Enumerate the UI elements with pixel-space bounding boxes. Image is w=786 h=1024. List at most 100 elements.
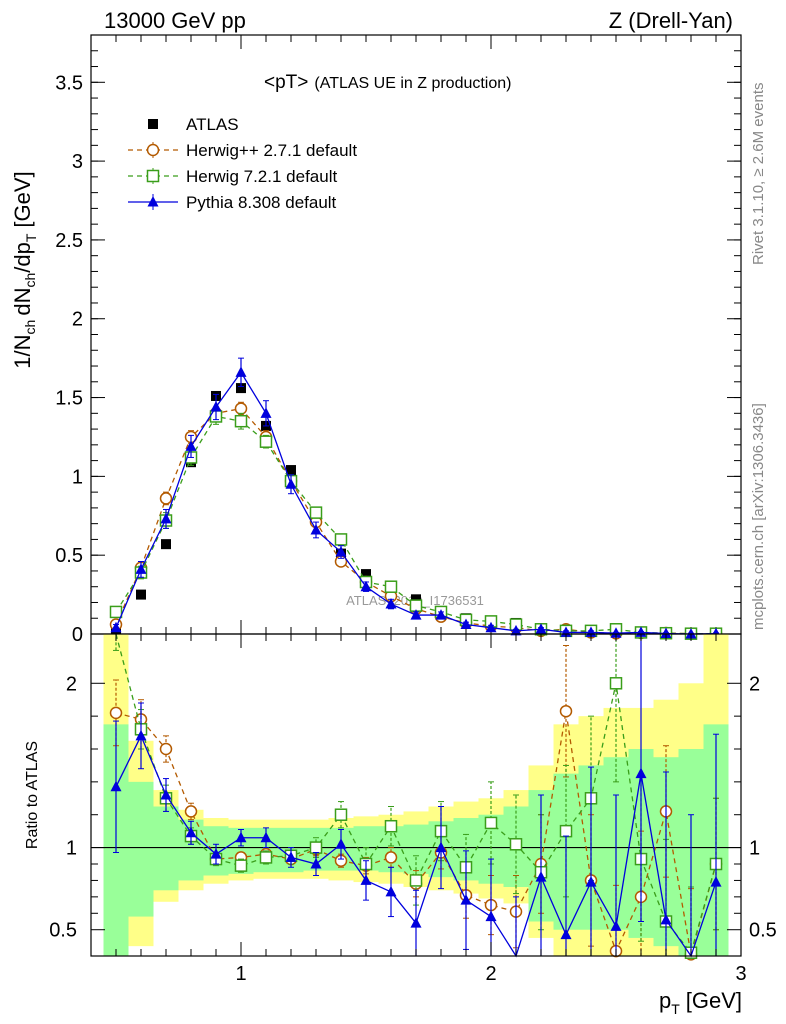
legend-label: ATLAS (186, 115, 239, 134)
main-point (334, 533, 348, 546)
ratio-point (309, 841, 323, 854)
legend-label: Pythia 8.308 default (186, 193, 337, 212)
main-point (109, 605, 123, 619)
main-point (384, 580, 398, 593)
ratio-y-axis-label: Ratio to ATLAS (24, 741, 41, 849)
x-axis-label: pT [GeV] (659, 988, 742, 1017)
main-y-tick-label: 1 (72, 466, 83, 488)
main-point (236, 383, 246, 394)
main-point (235, 366, 247, 377)
main-y-tick-label: 2 (72, 309, 83, 331)
ratio-y-tick-label-right: 0.5 (749, 920, 777, 942)
ratio-point (410, 917, 422, 928)
main-y-tick-label: 0.5 (55, 545, 83, 567)
ratio-point (185, 826, 197, 838)
main-point (410, 609, 422, 620)
main-point (110, 621, 122, 633)
ratio-point (184, 805, 198, 818)
main-point (135, 563, 147, 574)
ratio-panel: 0.5 0.5 1 1 2 2 1 2 3 Ratio to ATLAS (24, 633, 777, 985)
ratio-axis-ticks: 0.5 0.5 1 1 2 2 1 2 3 (49, 634, 777, 985)
x-tick-label: 3 (735, 963, 746, 985)
chart-title-main: <pT> (264, 72, 308, 93)
main-point (411, 594, 421, 605)
ratio-series-triangle (110, 633, 722, 958)
ratio-point (610, 920, 622, 931)
ratio-point (259, 851, 273, 864)
main-point (160, 512, 172, 524)
main-point (136, 589, 146, 600)
stat-uncertainty-band (153, 806, 179, 891)
ratio-point (559, 824, 573, 838)
ratio-point (385, 885, 397, 897)
ratio-y-tick-label-right: 2 (749, 673, 760, 695)
ratio-point (384, 819, 398, 833)
main-point (234, 402, 248, 415)
ratio-point (384, 851, 398, 864)
main-point (335, 546, 347, 557)
main-point (210, 401, 222, 412)
ratio-point (635, 767, 647, 779)
main-axis-ticks: 0 0.5 1 1.5 2 2.5 3 3.5 (55, 35, 741, 646)
main-point (309, 506, 323, 519)
main-point (361, 569, 371, 580)
ratio-point (585, 876, 597, 887)
legend: ATLAS Herwig++ 2.7.1 default Herwig 7.2.1 … (128, 115, 357, 212)
main-y-tick-label: 3.5 (55, 72, 83, 94)
header-collision-label: 13000 GeV pp (104, 8, 246, 33)
main-y-tick-label: 2.5 (55, 230, 83, 252)
main-panel: ATLAS_2019_I1736531 00.511.522.533.5 <pT… (10, 34, 742, 646)
main-point (234, 414, 248, 428)
legend-marker (148, 119, 158, 129)
legend-entry: Herwig 7.2.1 default (128, 167, 337, 186)
main-y-tick-label: 0 (72, 624, 83, 646)
ratio-point (660, 913, 672, 925)
main-point (310, 523, 322, 535)
ratio-point (235, 831, 247, 843)
legend-entry: Herwig++ 2.7.1 default (128, 141, 357, 160)
ratio-point (559, 704, 573, 718)
main-point (660, 627, 672, 639)
mcplots-reference-label: mcplots.cern.ch [arXiv:1306.3436] (750, 403, 767, 630)
main-point (610, 627, 622, 638)
ratio-point (234, 859, 248, 872)
ratio-point (160, 789, 172, 800)
ratio-point (710, 876, 722, 887)
ratio-point (334, 808, 348, 821)
ratio-point (310, 858, 322, 869)
main-marks (109, 357, 723, 640)
ratio-point (409, 874, 423, 887)
legend-label: Herwig 7.2.1 default (186, 167, 337, 186)
ratio-point (260, 831, 272, 843)
legend-entry: Pythia 8.308 default (128, 193, 337, 212)
main-point (286, 465, 296, 476)
ratio-point (285, 851, 297, 862)
ratio-point (460, 894, 472, 905)
legend-label: Herwig++ 2.7.1 default (186, 141, 357, 160)
ratio-point (509, 838, 523, 851)
main-series-square (109, 408, 723, 640)
ratio-point (484, 816, 498, 830)
main-point (485, 621, 497, 633)
ratio-point (485, 910, 497, 922)
x-tick-label: 1 (235, 963, 246, 985)
ratio-point (560, 928, 572, 940)
main-point (685, 628, 697, 639)
main-point (159, 492, 173, 505)
ratio-point (335, 838, 347, 849)
ratio-point (435, 841, 447, 853)
main-point (385, 598, 397, 609)
main-point (260, 407, 272, 418)
x-tick-label: 2 (485, 963, 496, 985)
main-point (460, 618, 472, 630)
ratio-point (210, 848, 222, 859)
main-point (510, 624, 522, 636)
legend-marker (146, 143, 160, 157)
legend-entry: ATLAS (148, 115, 239, 134)
rivet-version-label: Rivet 3.1.10, ≥ 2.6M events (750, 83, 767, 266)
main-point (259, 435, 273, 448)
ratio-point (159, 742, 173, 756)
header-process-label: Z (Drell-Yan) (609, 8, 733, 33)
stat-uncertainty-band (128, 781, 154, 917)
